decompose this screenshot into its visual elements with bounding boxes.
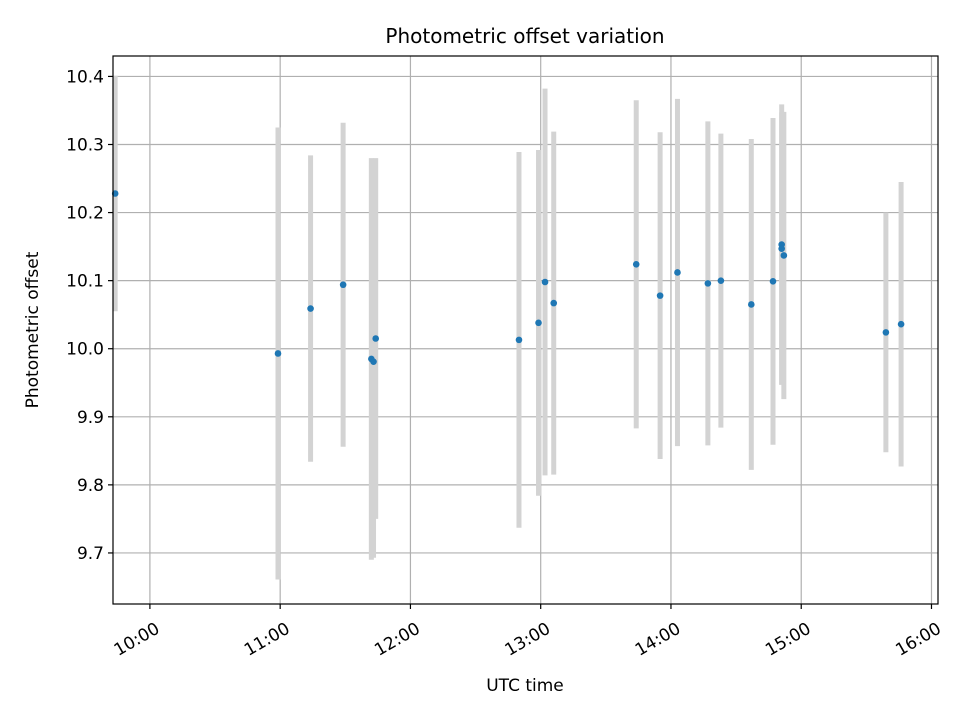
data-point xyxy=(674,269,681,276)
y-tick-label: 10.1 xyxy=(66,272,104,292)
data-point xyxy=(550,299,558,307)
data-point xyxy=(535,319,542,327)
data-point xyxy=(632,261,640,268)
data-points xyxy=(111,190,905,365)
y-tick-label: 10.2 xyxy=(66,204,104,224)
data-point xyxy=(307,305,314,312)
data-point xyxy=(747,301,755,308)
y-tick-label: 10.4 xyxy=(66,67,104,87)
data-point xyxy=(370,358,377,365)
data-point xyxy=(515,336,523,344)
y-tick-label: 9.7 xyxy=(77,544,104,564)
chart-title: Photometric offset variation xyxy=(385,24,664,48)
data-point xyxy=(717,277,725,284)
y-tick-label: 10.3 xyxy=(66,135,104,155)
data-point xyxy=(339,281,347,289)
data-point xyxy=(780,252,788,259)
data-point xyxy=(778,245,785,252)
plot-frame xyxy=(112,55,939,605)
grid xyxy=(113,56,938,604)
data-point xyxy=(897,320,905,328)
y-axis-ticks: 9.7 9.8 9.9 10.0 10.1 10.2 10.3 10.4 xyxy=(66,67,113,564)
data-point xyxy=(541,278,549,286)
data-point xyxy=(274,350,282,357)
y-axis-label: Photometric offset xyxy=(23,251,43,408)
data-point xyxy=(656,292,664,299)
data-point xyxy=(769,278,777,285)
data-point xyxy=(372,335,379,342)
plot-area xyxy=(113,56,938,604)
x-axis-label: UTC time xyxy=(486,676,564,696)
y-tick-label: 9.8 xyxy=(77,476,104,496)
data-point xyxy=(882,329,890,336)
y-tick-label: 10.0 xyxy=(66,340,104,360)
data-point xyxy=(704,280,712,287)
y-tick-label: 9.9 xyxy=(77,408,104,428)
